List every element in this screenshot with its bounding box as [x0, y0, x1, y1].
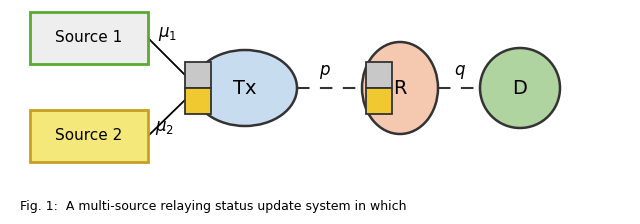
Ellipse shape — [480, 48, 560, 128]
Bar — [185, 88, 211, 114]
Text: R: R — [393, 78, 407, 97]
Text: $q$: $q$ — [454, 63, 466, 81]
Bar — [30, 110, 148, 162]
Bar — [30, 12, 148, 64]
Ellipse shape — [362, 42, 438, 134]
Text: Fig. 1:  A multi-source relaying status update system in which: Fig. 1: A multi-source relaying status u… — [20, 200, 406, 213]
Text: $\mu_1$: $\mu_1$ — [158, 25, 177, 43]
Text: Source 2: Source 2 — [56, 129, 123, 144]
Bar — [185, 62, 211, 88]
Text: $p$: $p$ — [319, 63, 331, 81]
Text: $\mu_2$: $\mu_2$ — [155, 119, 174, 137]
Text: D: D — [513, 78, 527, 97]
Text: Tx: Tx — [233, 78, 257, 97]
Text: Source 1: Source 1 — [56, 30, 123, 45]
Ellipse shape — [193, 50, 297, 126]
Bar — [366, 88, 392, 114]
Bar — [366, 62, 392, 88]
